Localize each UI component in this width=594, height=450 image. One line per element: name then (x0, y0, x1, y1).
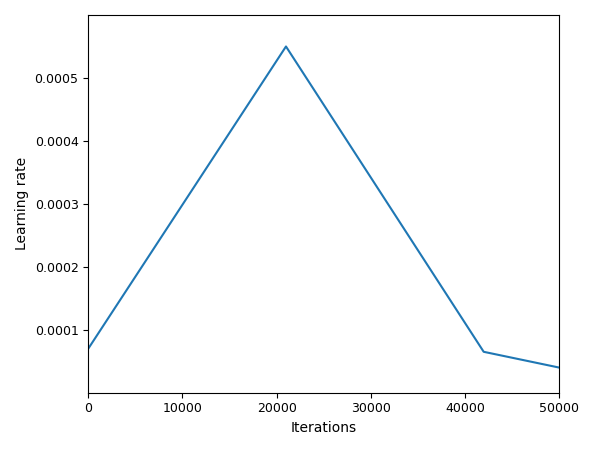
X-axis label: Iterations: Iterations (290, 421, 357, 435)
Y-axis label: Learning rate: Learning rate (15, 158, 29, 250)
